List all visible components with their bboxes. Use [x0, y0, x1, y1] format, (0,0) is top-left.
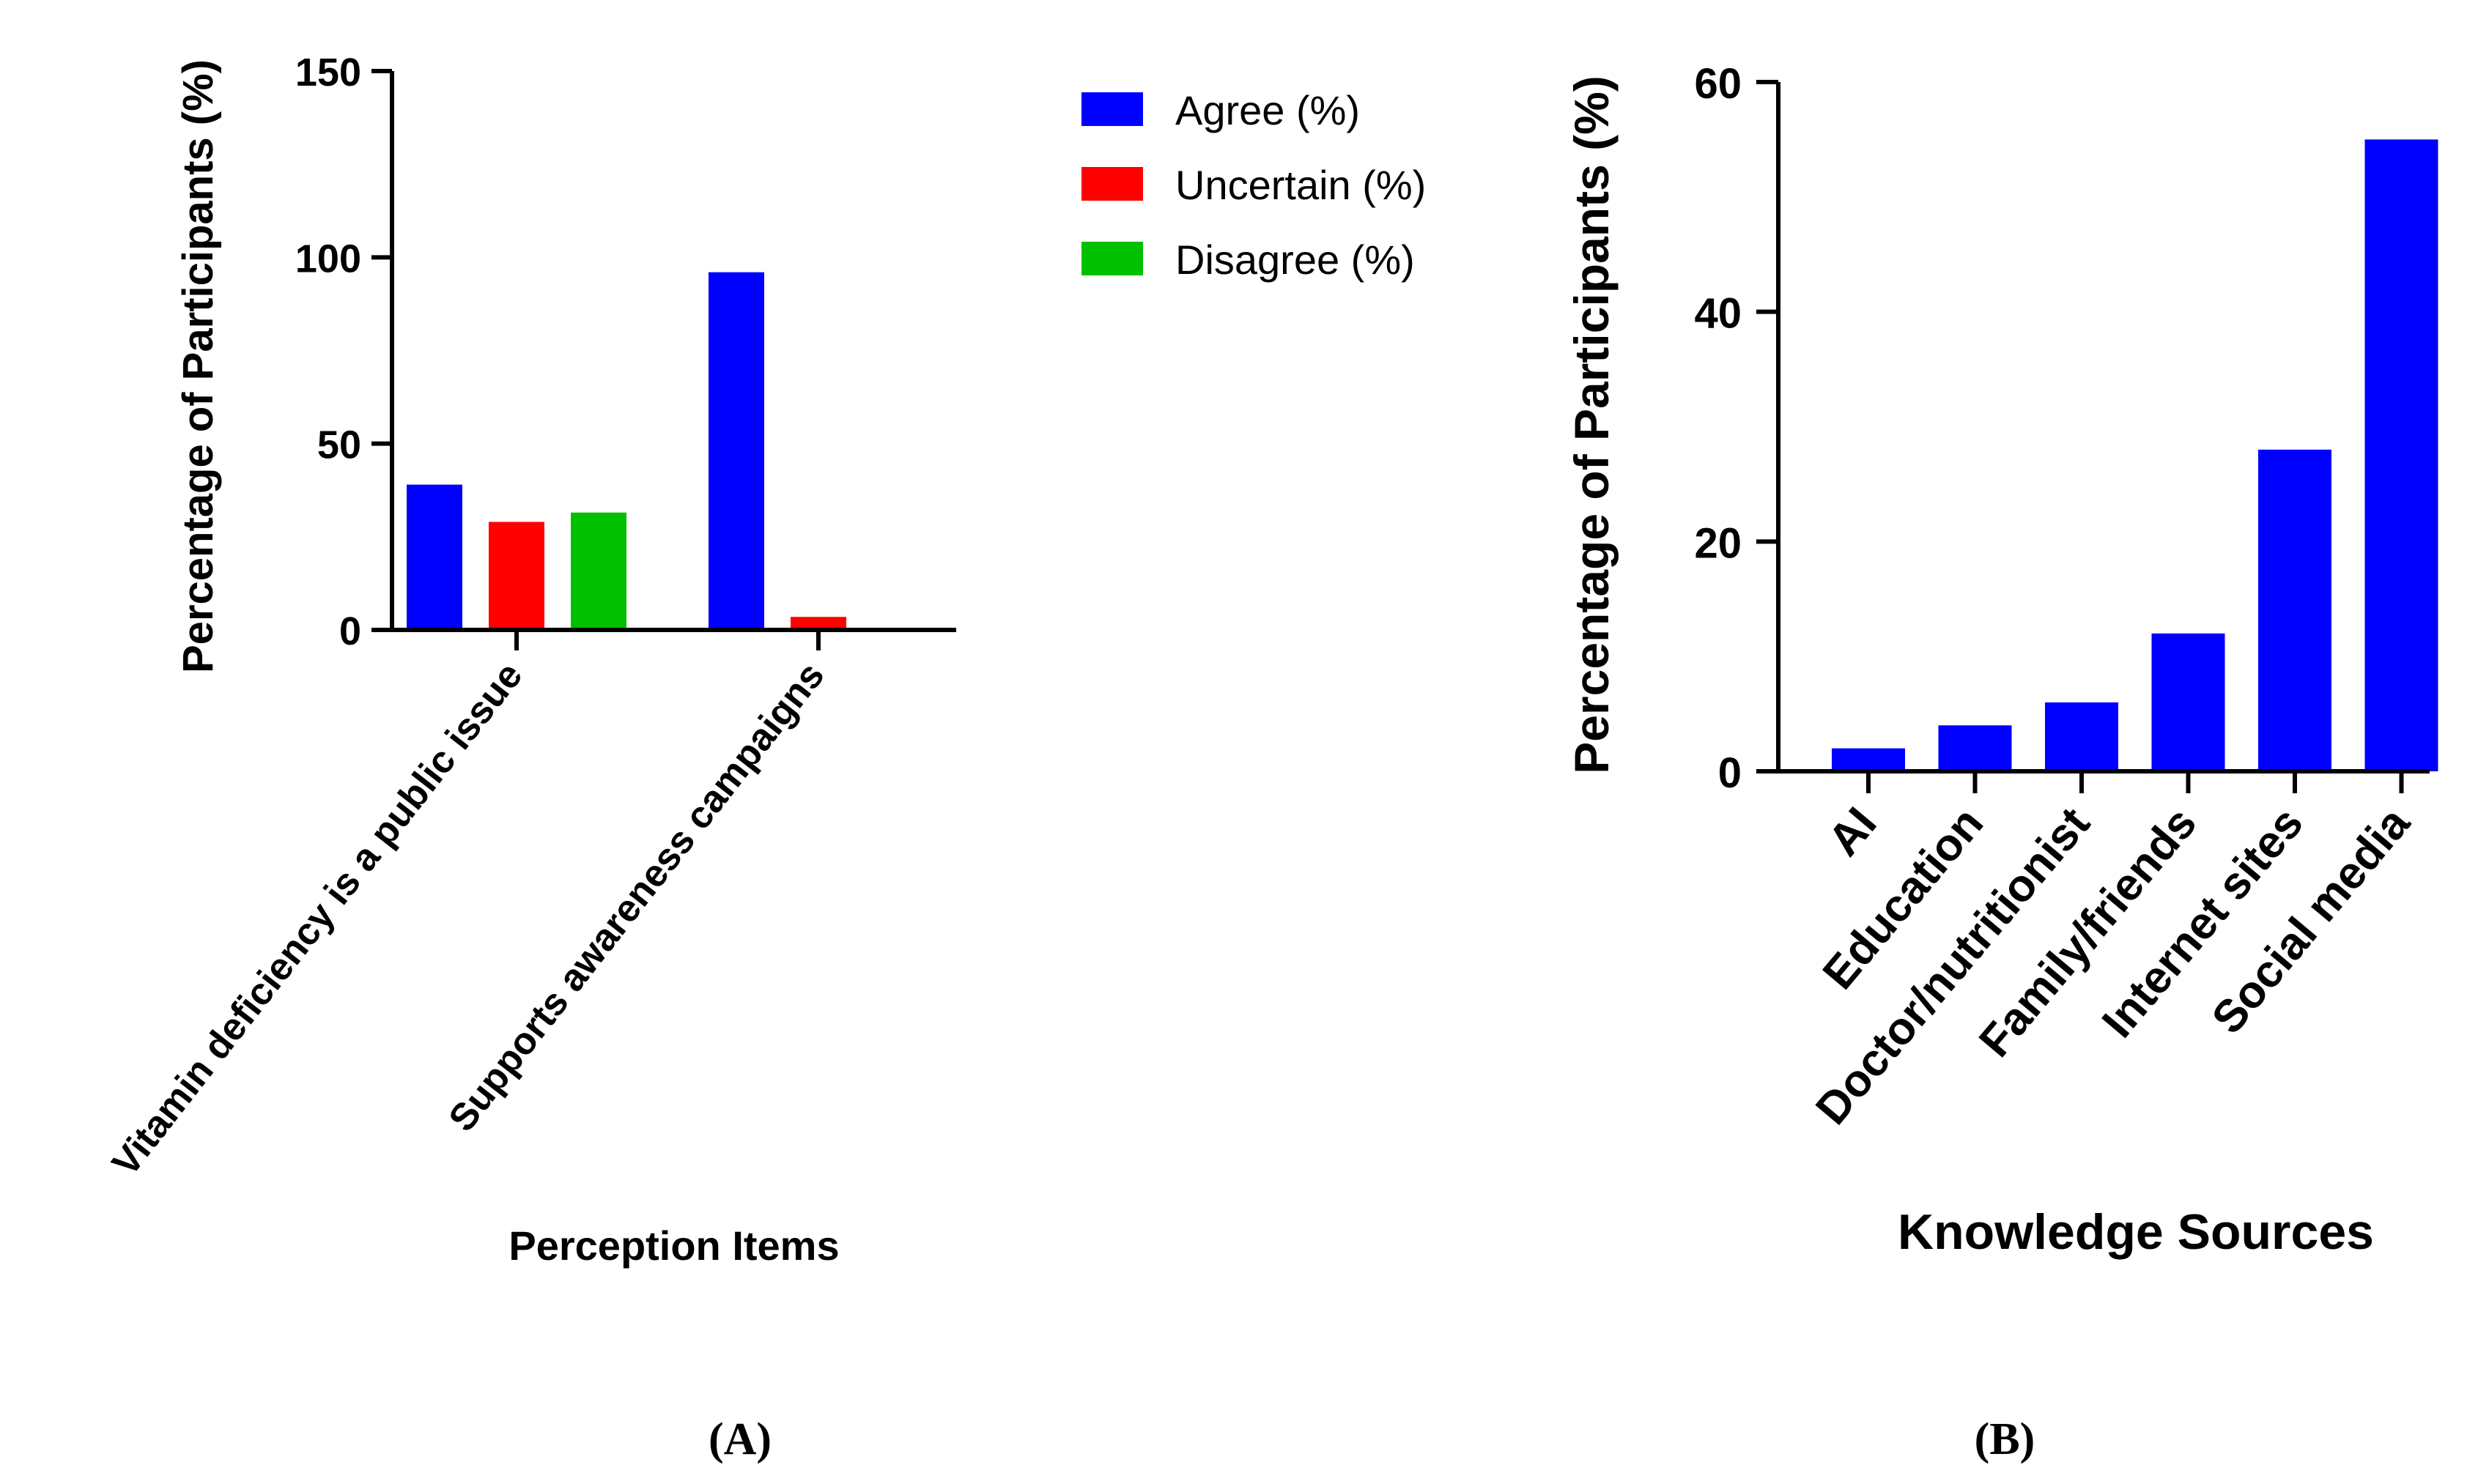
- y-tick-label: 100: [295, 237, 361, 281]
- legend-label-agree: Agree (%): [1175, 87, 1360, 133]
- y-tick-label: 0: [339, 609, 361, 653]
- chart-a-y-ticks: 0 50 100 150: [295, 51, 392, 653]
- y-tick-label: 40: [1694, 290, 1742, 338]
- chart-a-bars: [407, 272, 846, 630]
- chart-a-x-axis-title: Perception Items: [508, 1223, 839, 1269]
- chart-b-x-axis-title: Knowledge Sources: [1898, 1204, 2374, 1260]
- bar-doctor-nutritionist: [2045, 702, 2118, 771]
- y-tick-label: 0: [1718, 749, 1742, 797]
- bar-agree-vitamin-deficiency-is-a-public-issue: [407, 484, 462, 630]
- chart-a-legend: Agree (%) Uncertain (%) Disagree (%): [1081, 87, 1426, 283]
- bar-uncertain-supports-awareness-campaigns: [791, 617, 846, 630]
- legend-swatch-agree: [1081, 92, 1143, 126]
- bar-social-media: [2364, 139, 2438, 771]
- y-tick-label: 50: [317, 423, 361, 467]
- chart-b-y-axis-title: Percentage of Participants (%): [1564, 75, 1619, 774]
- bar-family-friends: [2151, 633, 2225, 771]
- legend-label-disagree: Disagree (%): [1175, 237, 1415, 283]
- chart-b-y-ticks: 0 20 40 60: [1694, 60, 1778, 797]
- bar-disagree-vitamin-deficiency-is-a-public-issue: [571, 512, 626, 630]
- chart-b-bars: [1832, 139, 2438, 771]
- bar-ai: [1832, 748, 1905, 771]
- bar-internet-sites: [2258, 449, 2331, 771]
- panel-label-a: (A): [709, 1414, 772, 1464]
- bar-education: [1938, 725, 2012, 771]
- legend-label-uncertain: Uncertain (%): [1175, 162, 1426, 208]
- chart-a-y-axis-title: Percentage of Participants (%): [174, 59, 222, 673]
- legend-swatch-disagree: [1081, 242, 1143, 275]
- bar-agree-supports-awareness-campaigns: [709, 272, 764, 630]
- legend-swatch-uncertain: [1081, 167, 1143, 201]
- y-tick-label: 20: [1694, 519, 1742, 567]
- y-tick-label: 60: [1694, 60, 1742, 108]
- panel-label-b: (B): [1975, 1414, 2035, 1464]
- bar-uncertain-vitamin-deficiency-is-a-public-issue: [489, 522, 544, 630]
- y-tick-label: 150: [295, 51, 361, 94]
